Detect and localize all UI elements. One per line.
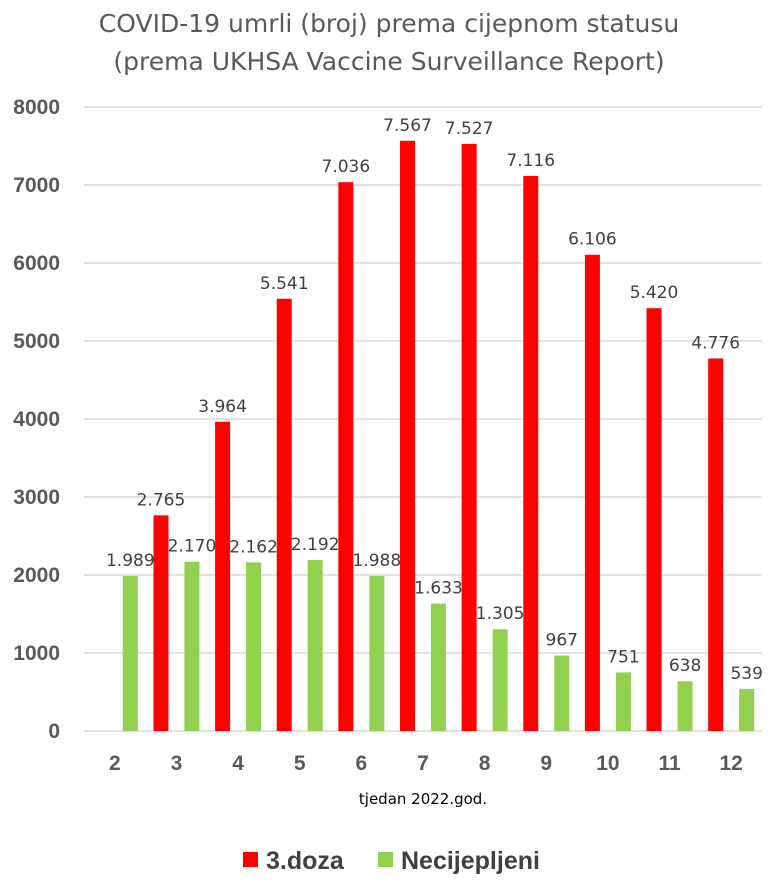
y-tick-label: 7000 [13, 174, 60, 197]
x-tick-label: 6 [356, 752, 368, 775]
bar-necijepljeni [369, 575, 385, 731]
x-tick-label: 2 [109, 752, 121, 775]
data-label: 751 [607, 647, 639, 667]
x-tick-label: 7 [417, 752, 429, 775]
legend: 3.doza Necijepljeni [243, 847, 540, 875]
bar-3-doza [400, 140, 415, 732]
bar-3-doza [153, 515, 169, 731]
bar-necijepljeni [246, 562, 262, 731]
y-tick-label: 4000 [13, 408, 60, 431]
data-label: 1.633 [414, 579, 463, 599]
data-label: 967 [546, 631, 578, 651]
data-label: 7.567 [383, 116, 432, 136]
bar-3-doza [461, 143, 477, 732]
y-tick-label: 1000 [13, 642, 60, 665]
legend-swatch-3-doza [243, 852, 258, 867]
x-tick-label: 3 [171, 752, 183, 775]
y-tick-label: 6000 [13, 252, 60, 275]
data-label: 2.765 [137, 490, 186, 510]
bar-necijepljeni [554, 655, 570, 731]
chart-title-line-2: (prema UKHSA Vaccine Surveillance Report… [113, 47, 664, 76]
bars [122, 140, 755, 732]
bar-necijepljeni [677, 681, 693, 731]
data-label: 4.776 [691, 333, 740, 353]
bar-3-doza [523, 175, 539, 731]
x-tick-label: 5 [294, 752, 306, 775]
data-label: 1.988 [353, 551, 402, 571]
data-label: 7.036 [322, 157, 371, 177]
x-tick-label: 4 [232, 752, 244, 775]
x-axis-label: tjedan 2022.god. [359, 790, 487, 808]
bar-necijepljeni [431, 603, 446, 731]
y-axis-ticks: 0 1000 2000 3000 4000 5000 6000 7000 8000 [13, 96, 60, 743]
data-label: 638 [669, 656, 701, 676]
data-label: 7.527 [445, 119, 494, 139]
bar-3-doza [708, 358, 724, 731]
data-label: 1.305 [476, 604, 525, 624]
bar-3-doza [584, 254, 600, 731]
data-label: 7.116 [506, 151, 555, 171]
bar-3-doza [276, 298, 292, 731]
x-tick-label: 12 [720, 752, 743, 775]
x-axis-ticks: 2 3 4 5 6 7 8 9 10 11 12 [109, 752, 743, 775]
x-tick-label: 11 [658, 752, 681, 775]
data-label: 3.964 [198, 397, 247, 417]
data-label: 1.989 [106, 551, 155, 571]
y-tick-label: 3000 [13, 486, 60, 509]
bar-3-doza [646, 308, 662, 731]
x-tick-label: 8 [479, 752, 491, 775]
data-label: 2.192 [291, 535, 340, 555]
legend-label-3-doza: 3.doza [266, 847, 345, 875]
x-tick-label: 9 [540, 752, 552, 775]
data-label: 6.106 [568, 230, 617, 250]
data-label: 2.170 [168, 537, 217, 557]
chart-title-line-1: COVID-19 umrli (broj) prema cijepnom sta… [99, 9, 679, 38]
bar-necijepljeni [122, 575, 138, 731]
bar-necijepljeni [307, 560, 323, 731]
data-label: 5.541 [260, 274, 309, 294]
data-label: 539 [730, 664, 762, 684]
data-label: 2.162 [229, 537, 278, 557]
y-tick-label: 2000 [13, 564, 60, 587]
data-label: 5.420 [630, 283, 679, 303]
y-tick-label: 0 [48, 720, 60, 743]
y-tick-label: 8000 [13, 96, 60, 119]
bar-3-doza [215, 421, 231, 731]
bar-necijepljeni [615, 672, 631, 731]
y-tick-label: 5000 [13, 330, 60, 353]
data-labels: 1.989 2.765 2.170 3.964 2.162 5.541 2.192 7.036… [106, 116, 763, 684]
bar-3-doza [338, 182, 354, 731]
legend-swatch-necijepljeni [378, 852, 393, 867]
bar-necijepljeni [184, 561, 200, 731]
bar-necijepljeni [739, 688, 755, 731]
legend-label-necijepljeni: Necijepljeni [401, 847, 540, 875]
x-tick-label: 10 [596, 752, 619, 775]
bar-necijepljeni [492, 629, 508, 731]
